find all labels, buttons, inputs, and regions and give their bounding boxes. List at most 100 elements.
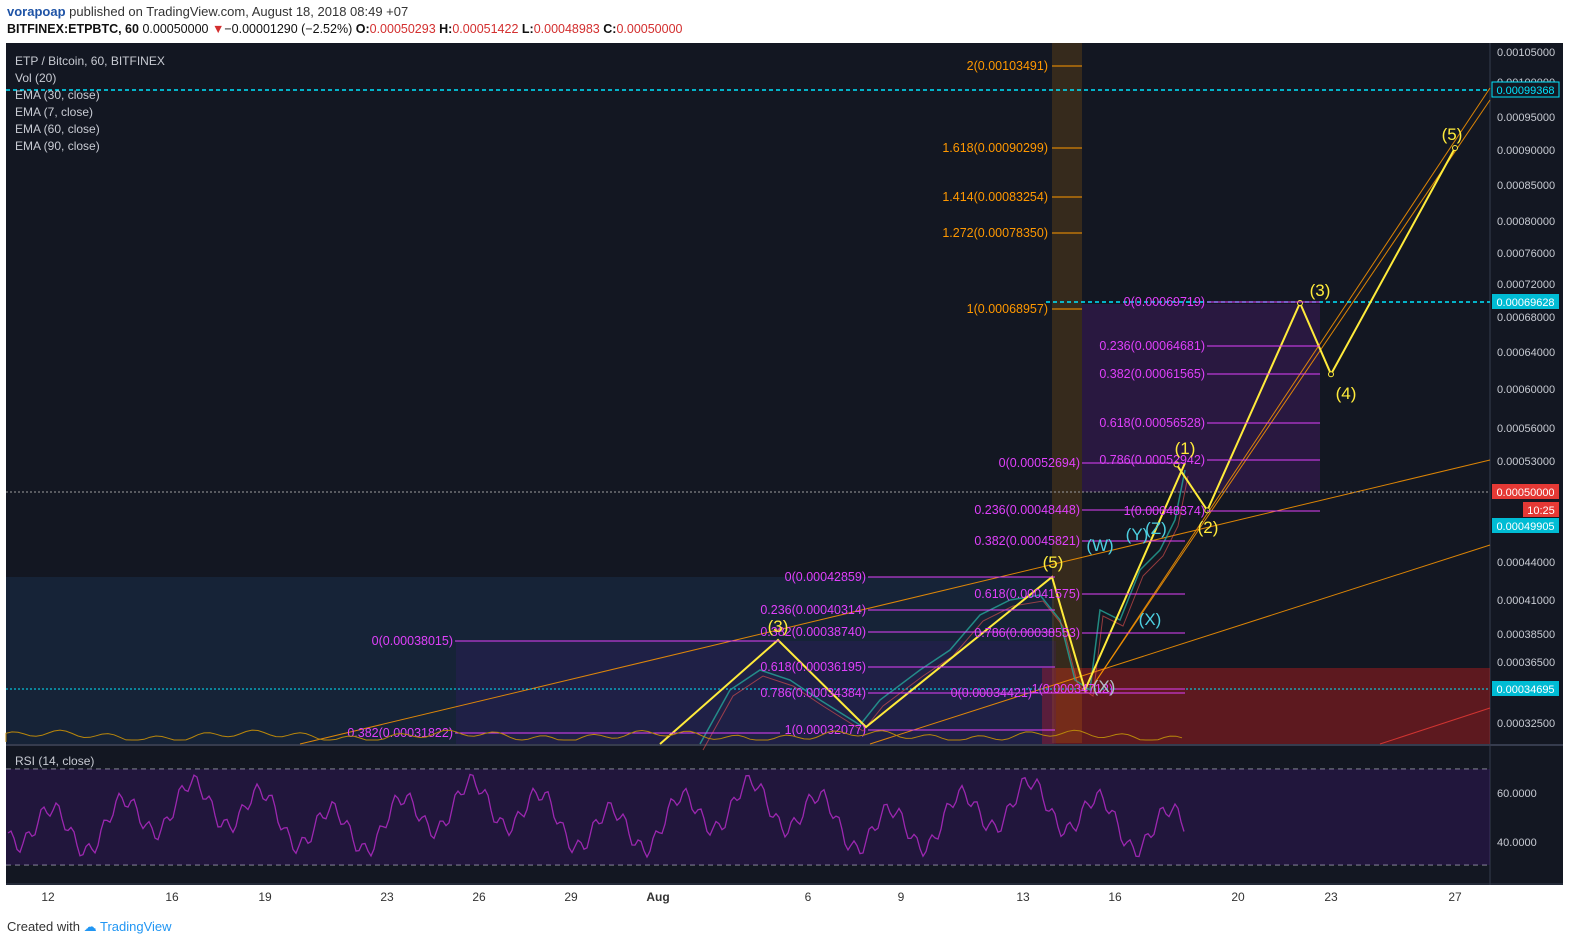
wave-point: [1204, 507, 1211, 514]
fib-ret-label: 0(0.00042859): [785, 570, 866, 584]
fib-zone-top: [1082, 304, 1320, 492]
price-tick: 0.00044000: [1497, 557, 1555, 569]
tradingview-link[interactable]: TradingView: [100, 919, 172, 934]
price-tick: 0.00072000: [1497, 279, 1555, 291]
wave-label-cyan: (X): [1093, 677, 1116, 696]
time-tick: 19: [258, 890, 272, 904]
price-tag: [1492, 484, 1559, 499]
wave-label-cyan: (Z): [1145, 519, 1167, 538]
price-pane: [6, 43, 1490, 743]
price-tag-label: 0.00049905: [1496, 521, 1554, 533]
price-tag: [1492, 681, 1559, 696]
fib-ret-label: 0.382(0.00038740): [760, 625, 866, 639]
rsi-pane: [6, 748, 1490, 883]
legend-vol[interactable]: Vol (20): [15, 71, 57, 85]
fib-ret-label: 0.618(0.00041575): [974, 587, 1080, 601]
ema-line: [702, 475, 1189, 751]
time-tick: 26: [472, 890, 486, 904]
trend-line: [1089, 87, 1491, 691]
fib-ext-label: 1.618(0.00090299): [942, 141, 1048, 155]
price-tick: 0.00032500: [1497, 718, 1555, 730]
rsi-legend[interactable]: RSI (14, close): [15, 754, 95, 768]
price-tick: 0.00090000: [1497, 145, 1555, 157]
time-tick: 23: [380, 890, 394, 904]
down-arrow-icon: ▼: [211, 22, 225, 36]
indicator-legend: ETP / Bitcoin, 60, BITFINEX Vol (20) EMA…: [15, 53, 165, 155]
low-label: L:: [521, 22, 534, 36]
fib-ret-label: 0(0.00038015): [372, 634, 453, 648]
time-tick: 6: [805, 890, 812, 904]
time-tick: 9: [898, 890, 905, 904]
trend-line: [869, 544, 1491, 745]
legend-ema7[interactable]: EMA (7, close): [15, 105, 94, 119]
fib-ret-label: 0.236(0.00048448): [974, 503, 1080, 517]
fib-ret-label: 0.786(0.00034384): [760, 686, 866, 700]
close-value: 0.00050000: [616, 22, 683, 36]
price-tick: 0.00085000: [1497, 180, 1555, 192]
time-tick: Aug: [646, 890, 669, 904]
volume-line: [5, 729, 1183, 742]
price-tag: [1492, 294, 1559, 309]
rsi-line: [7, 773, 1185, 859]
last-price: 0.00050000: [142, 22, 209, 36]
low-value: 0.00048983: [533, 22, 600, 36]
price-tag-label: 0.00069628: [1496, 297, 1554, 309]
price-tick: 0.00038500: [1497, 629, 1555, 641]
legend-ema60[interactable]: EMA (60, close): [15, 122, 100, 136]
fib-ext-label: 1.414(0.00083254): [942, 190, 1048, 204]
wave-label-cyan: (W): [1086, 536, 1113, 555]
time-tick: 16: [1108, 890, 1122, 904]
fib-ret-label: 0.618(0.00056528): [1099, 416, 1205, 430]
fib-ret-label: 0(0.00052694): [999, 456, 1080, 470]
price-tick: 0.00041000: [1497, 595, 1555, 607]
price-tick: 0.00095000: [1497, 112, 1555, 124]
fib-ret-label: 1(0.00032077): [785, 723, 866, 737]
high-label: H:: [439, 22, 453, 36]
trend-line: [1089, 99, 1491, 691]
wave-label-yellow: (4): [1336, 384, 1357, 403]
legend-ema30[interactable]: EMA (30, close): [15, 88, 100, 102]
price-tag: [1523, 502, 1559, 517]
created-with: Created with: [7, 919, 80, 934]
time-tick: 23: [1324, 890, 1338, 904]
time-tick: 16: [165, 890, 179, 904]
legend-ema90[interactable]: EMA (90, close): [15, 139, 100, 153]
high-value: 0.00051422: [452, 22, 519, 36]
wave-label-yellow: (2): [1198, 518, 1219, 537]
price-tag-label: 0.00050000: [1496, 487, 1554, 499]
close-label: C:: [603, 22, 617, 36]
trend-line: [1379, 707, 1491, 745]
trend-line: [299, 459, 1491, 745]
red-zone: [1042, 668, 1490, 744]
publish-text: published on TradingView.com, August 18,…: [69, 4, 409, 19]
price-tag: [1492, 518, 1559, 533]
price-tick: 0.00064000: [1497, 347, 1555, 359]
change-value: −0.00001290 (−2.52%): [224, 22, 353, 36]
wave-label-cyan: (X): [1139, 610, 1162, 629]
price-tag-label: 10:25: [1527, 505, 1555, 517]
price-tag-label: 0.00034695: [1496, 684, 1554, 696]
wave-label-yellow: (3): [768, 617, 789, 636]
wave-label-yellow: (1): [1175, 439, 1196, 458]
price-tick: 0.00060000: [1497, 384, 1555, 396]
price-tag-label: 0.00099368: [1496, 85, 1554, 97]
price-tick: 0.00056000: [1497, 423, 1555, 435]
time-tick: 27: [1448, 890, 1462, 904]
wave-point: [1452, 145, 1458, 152]
price-tick: 0.00068000: [1497, 312, 1555, 324]
fib-ret-label: 0.236(0.00040314): [760, 603, 866, 617]
fib-ext-label: 1.272(0.00078350): [942, 226, 1048, 240]
fib-ret-label: 0.618(0.00036195): [760, 660, 866, 674]
price-tick: 0.00076000: [1497, 248, 1555, 260]
wave-point: [1328, 371, 1334, 378]
time-tick: 29: [564, 890, 578, 904]
legend-symbol[interactable]: ETP / Bitcoin, 60, BITFINEX: [15, 54, 165, 68]
wave-label-cyan: (Y): [1126, 525, 1149, 544]
fib-ext-label: 1(0.00068957): [967, 302, 1048, 316]
fib-ret-label: 1(0.00048374): [1124, 504, 1205, 518]
author-link[interactable]: vorapoap: [7, 4, 66, 19]
footer: Created with ☁ TradingView: [7, 919, 172, 935]
open-value: 0.00050293: [369, 22, 436, 36]
historical-wave: [659, 462, 1186, 745]
